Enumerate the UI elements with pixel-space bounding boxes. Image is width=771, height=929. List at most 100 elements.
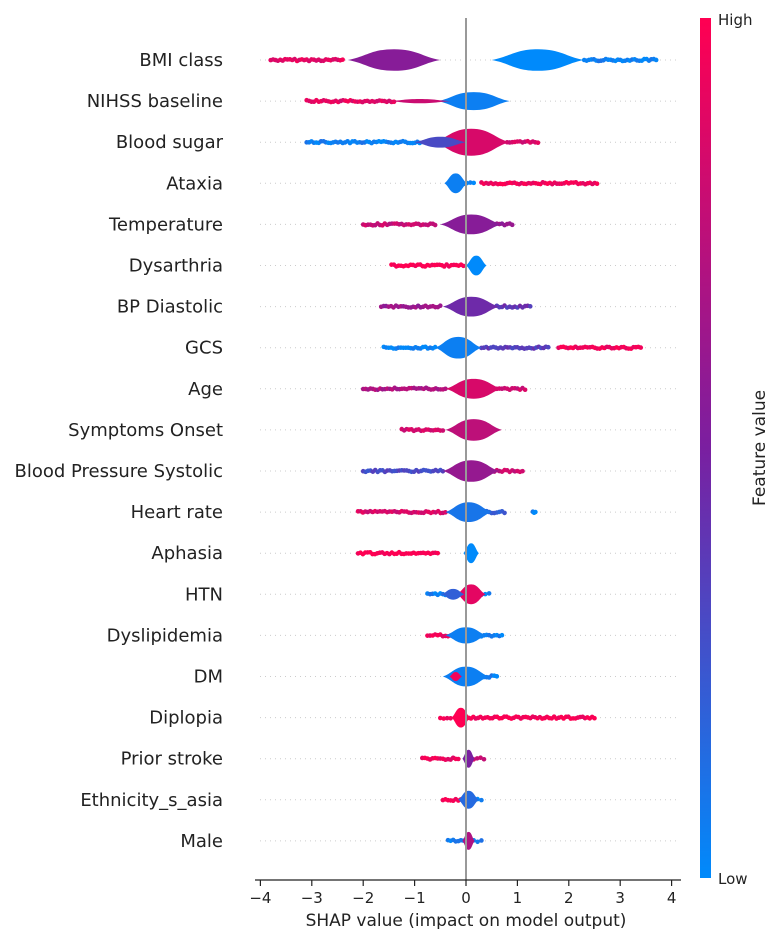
shap-point bbox=[438, 715, 443, 721]
shap-point bbox=[475, 839, 480, 845]
shap-point bbox=[499, 632, 505, 638]
feature-row: Age bbox=[188, 379, 676, 400]
feature-label: Dyslipidemia bbox=[107, 625, 223, 646]
violin-shape bbox=[440, 214, 502, 235]
shap-point bbox=[432, 344, 438, 350]
feature-label: DM bbox=[194, 667, 223, 688]
colorbar-title: Feature value bbox=[750, 390, 770, 506]
x-axis: −4 −3 −2 −1 0 1 2 3 4 bbox=[249, 879, 681, 907]
violin-shape bbox=[445, 419, 502, 441]
shap-point bbox=[522, 387, 528, 393]
feature-label: BP Diastolic bbox=[117, 297, 223, 318]
shap-point bbox=[440, 468, 446, 474]
feature-row: Ethnicity_s_asia bbox=[80, 790, 676, 811]
shap-point bbox=[443, 386, 448, 392]
colorbar-low-label: Low bbox=[718, 870, 748, 888]
violin-shape bbox=[456, 584, 486, 605]
x-tick-label: 3 bbox=[615, 889, 625, 907]
feature-row: Male bbox=[180, 831, 676, 852]
shap-point bbox=[535, 140, 541, 146]
feature-row: BMI class bbox=[139, 49, 676, 71]
violin-shape bbox=[442, 460, 500, 482]
shap-point bbox=[444, 715, 450, 721]
shap-point bbox=[494, 674, 500, 679]
violin-shape bbox=[432, 128, 510, 156]
shap-point bbox=[471, 180, 477, 186]
shap-point bbox=[653, 57, 659, 63]
feature-row: Temperature bbox=[108, 214, 676, 235]
feature-row: Dyslipidemia bbox=[107, 625, 676, 646]
violin-shape bbox=[462, 831, 475, 850]
shap-point bbox=[432, 222, 438, 228]
feature-label: Temperature bbox=[108, 214, 223, 235]
violin-shape bbox=[441, 588, 465, 600]
feature-row: Heart rate bbox=[131, 502, 676, 523]
feature-row: Ataxia bbox=[166, 173, 676, 194]
feature-row: NIHSS baseline bbox=[87, 91, 676, 112]
violin-shape bbox=[437, 92, 510, 111]
x-tick-label: −3 bbox=[301, 889, 323, 907]
shap-point bbox=[502, 510, 507, 516]
violin-shape bbox=[458, 790, 479, 809]
shap-point bbox=[594, 181, 600, 187]
shap-point bbox=[482, 591, 488, 597]
violin-shape bbox=[388, 98, 451, 104]
feature-row: Prior stroke bbox=[121, 749, 676, 770]
violin-shape bbox=[466, 255, 487, 276]
shap-point bbox=[461, 263, 466, 269]
violin-shape bbox=[414, 136, 466, 148]
feature-row: Blood sugar bbox=[116, 128, 676, 156]
x-tick-label: 1 bbox=[513, 889, 523, 907]
violin-shape bbox=[449, 672, 462, 681]
violin-shape bbox=[451, 707, 471, 728]
feature-label: Symptoms Onset bbox=[68, 420, 223, 441]
violin-shape bbox=[462, 749, 475, 768]
feature-label: NIHSS baseline bbox=[87, 91, 223, 112]
colorbar-gradient bbox=[700, 18, 711, 878]
shap-point bbox=[391, 99, 397, 105]
violin-shape bbox=[445, 378, 502, 399]
shap-point bbox=[478, 755, 483, 761]
feature-row: HTN bbox=[185, 584, 676, 605]
shap-point bbox=[509, 222, 515, 228]
x-tick-label: 4 bbox=[667, 889, 677, 907]
violin-shape bbox=[442, 296, 500, 317]
feature-row: BP Diastolic bbox=[117, 297, 676, 318]
violin-shape bbox=[444, 173, 468, 194]
x-tick-label: −2 bbox=[352, 889, 374, 907]
shap-point bbox=[455, 756, 461, 762]
feature-row: GCS bbox=[185, 336, 676, 359]
shap-point bbox=[435, 550, 441, 556]
feature-label: Aphasia bbox=[151, 543, 223, 564]
shap-point bbox=[481, 756, 487, 762]
feature-rows: BMI class NIHSS baseline Blood sugar Ataxia… bbox=[14, 49, 676, 852]
x-tick-label: −1 bbox=[404, 889, 426, 907]
feature-row: Diplopia bbox=[149, 708, 676, 729]
shap-point bbox=[545, 344, 551, 350]
shap-point bbox=[479, 797, 484, 803]
shap-point bbox=[638, 345, 644, 350]
feature-label: Blood Pressure Systolic bbox=[14, 461, 223, 482]
shap-point bbox=[340, 57, 345, 62]
feature-label: Prior stroke bbox=[121, 749, 223, 770]
colorbar-high-label: High bbox=[718, 11, 752, 29]
x-axis-title: SHAP value (impact on model output) bbox=[306, 911, 627, 929]
shap-point bbox=[441, 716, 447, 721]
feature-label: Heart rate bbox=[131, 502, 223, 523]
violin-shape bbox=[491, 49, 585, 71]
feature-label: Ethnicity_s_asia bbox=[80, 790, 223, 811]
shap-point bbox=[443, 510, 448, 515]
shap-point bbox=[448, 716, 453, 721]
x-tick-label: −4 bbox=[249, 889, 271, 907]
feature-label: BMI class bbox=[139, 50, 223, 71]
feature-label: Blood sugar bbox=[116, 132, 224, 153]
feature-row: Symptoms Onset bbox=[68, 419, 676, 441]
shap-point bbox=[520, 468, 525, 474]
feature-row: Dysarthria bbox=[129, 256, 676, 277]
shap-point bbox=[474, 756, 480, 761]
shap-point bbox=[467, 180, 473, 185]
violin-shape bbox=[435, 336, 482, 359]
feature-label: Male bbox=[180, 831, 223, 852]
feature-row: DM bbox=[194, 667, 676, 688]
